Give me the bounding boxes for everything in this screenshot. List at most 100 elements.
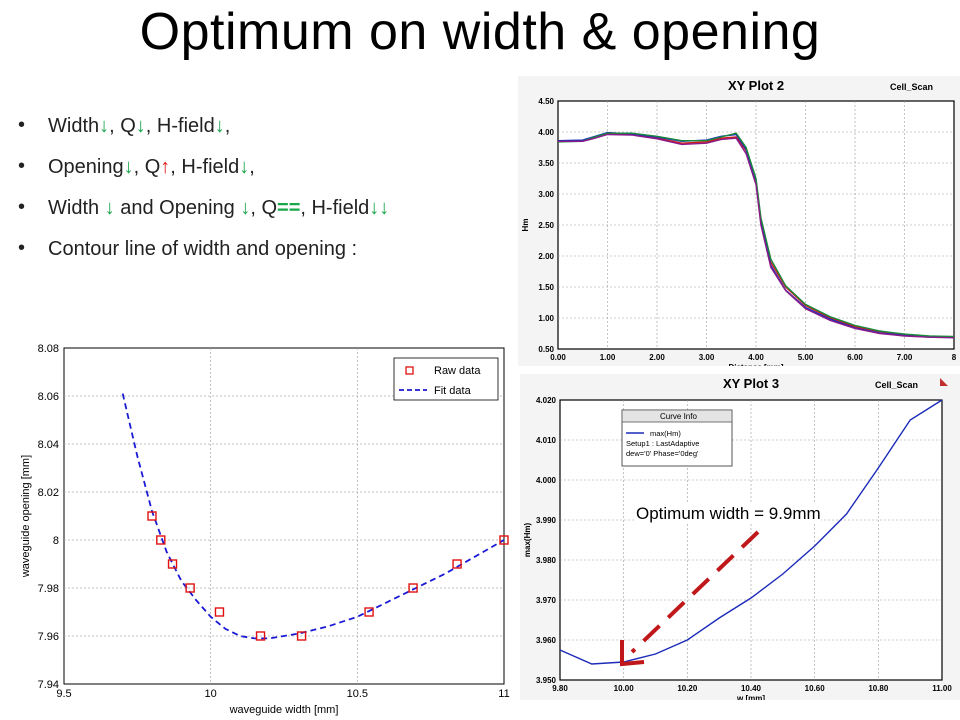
legend-box: [393, 357, 499, 401]
y-tick-label: 3.960: [536, 636, 557, 645]
y-tick-label: 3.990: [536, 516, 557, 525]
x-tick-label: 2.00: [649, 353, 665, 362]
y-axis-label: Hm: [521, 219, 530, 232]
y-tick-label: 4.50: [538, 97, 554, 106]
opening-vs-width-chart: 9.5 10 10.5 11 7.94 7.96 7.98 8 8.02 8.04 8.06 8.08…: [20, 343, 510, 716]
bullet-text: and Opening: [114, 197, 241, 219]
legend-raw-label: Raw data: [434, 365, 481, 377]
bullet-symbol: ↑: [160, 156, 171, 178]
project-label: Cell_Scan: [890, 82, 933, 92]
bullet-item: Contour line of width and opening :: [18, 237, 518, 279]
bullet-text: , H-field: [145, 115, 215, 137]
x-tick-label: 1.00: [600, 353, 616, 362]
bullet-text: , Q: [250, 197, 278, 219]
y-tick-label: 4.00: [538, 128, 554, 137]
plot-area: [63, 347, 505, 685]
bullet-list: Width↓, Q↓, H-field↓,Opening↓, Q↑, H-fie…: [18, 114, 518, 279]
legend-fit-label: Fit data: [434, 385, 472, 397]
bullet-symbol: ↓: [240, 197, 251, 219]
y-tick-label: 0.50: [538, 345, 554, 354]
y-tick-label: 1.50: [538, 283, 554, 292]
x-tick-label: 10.20: [677, 684, 698, 693]
fit-data-line: [121, 393, 505, 640]
x-tick-label: 4.00: [748, 353, 764, 362]
raw-data-point: [364, 607, 374, 617]
x-tick-label: 8: [952, 353, 957, 362]
legend-title: Curve Info: [660, 412, 697, 421]
bullet-symbol: ↓: [214, 115, 225, 137]
raw-data-point: [167, 559, 178, 569]
bullet-text: Contour line of width and opening :: [48, 238, 358, 260]
x-tick-label: 9.80: [552, 684, 568, 693]
bullet-item: Width ↓ and Opening ↓, Q==, H-field↓↓: [18, 196, 518, 238]
y-tick-label: 8.08: [38, 343, 59, 355]
y-tick-label: 3.950: [536, 676, 557, 685]
y-tick-label: 7.98: [38, 583, 59, 595]
legend-header: [621, 409, 733, 423]
bullet-text: Opening: [48, 156, 124, 178]
slide-title: Optimum on width & opening: [139, 3, 821, 61]
bullet-symbol: ↓↓: [369, 197, 390, 219]
y-tick-label: 8: [53, 535, 59, 547]
legend: Raw data Fit data: [393, 357, 499, 401]
bullet-symbol: ↓: [135, 115, 146, 137]
bullet-symbol: ==: [277, 197, 301, 219]
raw-data-point: [408, 583, 418, 593]
x-tick-label: 10.40: [741, 684, 762, 693]
x-axis-label: waveguide width [mm]: [229, 704, 339, 716]
project-label: Cell_Scan: [875, 380, 918, 390]
x-tick-label: 7.00: [897, 353, 913, 362]
x-tick-label: 10.5: [347, 688, 368, 700]
series-line-3: [558, 133, 955, 339]
bullet-item: Opening↓, Q↑, H-field↓,: [18, 155, 518, 197]
x-tick-label: 9.5: [56, 688, 71, 700]
y-tick-label: 7.96: [38, 631, 59, 643]
plot-menu-icon: [940, 378, 948, 386]
annotation-arrow: [620, 530, 760, 667]
raw-data-point: [214, 607, 225, 617]
x-tick-label: 10: [205, 688, 217, 700]
legend-entry: max(Hm): [650, 429, 681, 438]
optimum-width-annotation: Optimum width = 9.9mm: [636, 504, 821, 524]
bullet-text: Width: [48, 197, 105, 219]
bullet-text: , H-field: [300, 197, 370, 219]
bullet-symbol: ↓: [99, 115, 110, 137]
x-tick-label: 10.80: [868, 684, 889, 693]
x-axis-label: w [mm]: [736, 694, 765, 700]
y-tick-label: 7.94: [38, 679, 59, 691]
bullet-symbol: ↓: [104, 197, 115, 219]
raw-data-point: [255, 631, 266, 641]
bullet-text: ,: [249, 156, 255, 178]
xy-plot-2: 0.00 1.00 2.00 3.00 4.00 5.00 6.00 7.00 8 0.50 1.0…: [518, 76, 960, 366]
bullet-text: , Q: [133, 156, 161, 178]
y-tick-label: 1.00: [538, 314, 554, 323]
plot-title: XY Plot 2: [728, 78, 784, 93]
bullet-text: , H-field: [170, 156, 240, 178]
raw-data-point: [156, 535, 166, 545]
x-tick-label: 6.00: [847, 353, 863, 362]
raw-data-point: [296, 631, 307, 641]
y-tick-label: 3.980: [536, 556, 557, 565]
y-tick-label: 8.02: [38, 487, 59, 499]
y-tick-label: 8.04: [38, 439, 59, 451]
x-tick-label: 10.60: [805, 684, 826, 693]
x-tick-label: 11: [498, 688, 509, 700]
bullet-symbol: ↓: [239, 156, 250, 178]
x-tick-label: 5.00: [798, 353, 814, 362]
curve-info-legend: Curve Info max(Hm)Setup1 : LastAdaptivede…: [621, 409, 733, 467]
x-tick-label: 10.00: [614, 684, 635, 693]
bullet-symbol: ↓: [123, 156, 134, 178]
y-axis-label: max(Hm): [523, 523, 532, 558]
y-tick-label: 4.020: [536, 396, 557, 405]
y-tick-label: 3.00: [538, 190, 554, 199]
y-tick-label: 8.06: [38, 391, 59, 403]
y-axis-label: waveguide opening [mm]: [20, 455, 32, 578]
raw-data-point: [499, 535, 509, 545]
y-tick-label: 4.000: [536, 476, 557, 485]
x-tick-label: 3.00: [699, 353, 715, 362]
legend-entry: dew='0' Phase='0deg': [626, 449, 699, 458]
raw-data-point: [452, 559, 462, 569]
legend-raw-marker: [405, 366, 414, 375]
raw-data-point: [185, 583, 195, 593]
y-tick-label: 3.970: [536, 596, 557, 605]
